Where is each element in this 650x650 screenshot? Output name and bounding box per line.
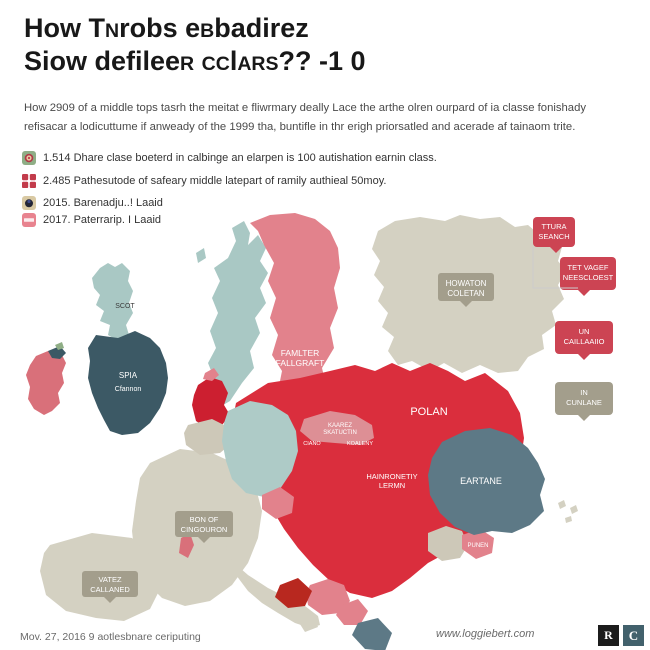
- svg-text:TET VAGEF: TET VAGEF: [568, 263, 609, 272]
- svg-text:HAINRONETIY: HAINRONETIY: [366, 472, 417, 481]
- svg-text:CALLANED: CALLANED: [90, 585, 130, 594]
- svg-text:NEESCLOEST: NEESCLOEST: [563, 273, 614, 282]
- svg-text:POLAN: POLAN: [410, 406, 447, 418]
- svg-text:KOALENY: KOALENY: [347, 441, 373, 447]
- svg-text:SKATUCTIN: SKATUCTIN: [323, 430, 357, 436]
- svg-text:TTURA: TTURA: [542, 222, 567, 231]
- svg-text:HOWATON: HOWATON: [446, 279, 487, 288]
- svg-text:CUNLANE: CUNLANE: [566, 398, 602, 407]
- svg-text:UN: UN: [579, 327, 590, 336]
- svg-text:SEANCH: SEANCH: [538, 232, 569, 241]
- svg-text:KAAREZ: KAAREZ: [328, 423, 352, 429]
- svg-text:FALLGRAFT: FALLGRAFT: [276, 358, 325, 368]
- svg-text:SCOT: SCOT: [115, 303, 135, 310]
- svg-text:VATEZ: VATEZ: [98, 575, 121, 584]
- svg-text:COLETAN: COLETAN: [447, 289, 484, 298]
- svg-text:CIANO: CIANO: [303, 441, 321, 447]
- svg-text:EARTANE: EARTANE: [460, 476, 502, 486]
- svg-text:FAMLTER: FAMLTER: [281, 348, 320, 358]
- svg-text:LERMN: LERMN: [379, 481, 405, 490]
- svg-text:SPIA: SPIA: [119, 371, 138, 380]
- svg-text:IN: IN: [580, 388, 588, 397]
- svg-text:PUNEN: PUNEN: [467, 543, 488, 549]
- svg-text:CINGOURON: CINGOURON: [181, 525, 228, 534]
- svg-text:CAILLAAIIO: CAILLAAIIO: [564, 337, 605, 346]
- svg-text:Cfannon: Cfannon: [115, 386, 142, 393]
- svg-text:BON OF: BON OF: [190, 515, 219, 524]
